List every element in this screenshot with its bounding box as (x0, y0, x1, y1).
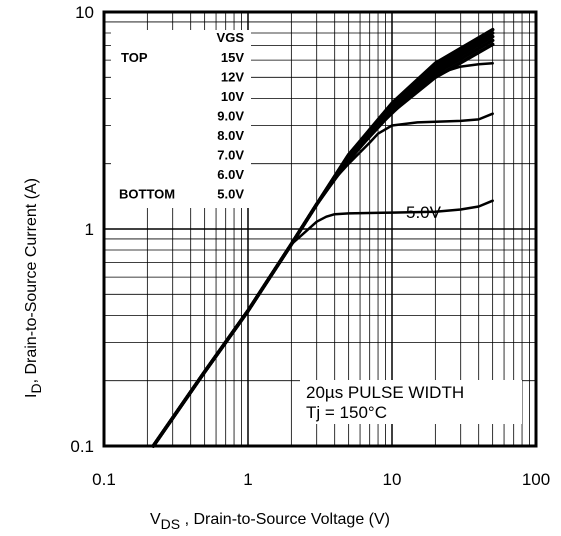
y-axis-label-subscript: D (28, 383, 44, 393)
legend-bottom-label: BOTTOM (119, 187, 175, 202)
y-tick-label: 1 (85, 220, 94, 239)
legend-entry: 7.0V (217, 148, 244, 163)
legend-entry: 5.0V (217, 187, 244, 202)
legend-entry: 10V (221, 89, 244, 104)
x-axis-label-rest: , Drain-to-Source Voltage (V) (180, 511, 390, 528)
x-axis-label-main: V (150, 511, 161, 528)
legend-entry: 9.0V (217, 109, 244, 124)
x-tick-label: 0.1 (92, 470, 116, 489)
y-tick-label: 0.1 (70, 437, 94, 456)
tick-labels: 0.1 1 10 100 0.1 1 10 (70, 3, 550, 489)
legend-top-label: TOP (121, 50, 148, 65)
y-axis-label: ID, Drain-to-Source Current (A) (23, 178, 44, 398)
x-tick-label: 100 (522, 470, 550, 489)
x-axis-label: VDS , Drain-to-Source Voltage (V) (150, 511, 390, 532)
x-axis-label-subscript: DS (161, 516, 180, 532)
curve-label-5v: 5.0V (406, 203, 442, 222)
legend-entry: 8.0V (217, 128, 244, 143)
legend-entry: 6.0V (217, 167, 244, 182)
legend-background (111, 30, 251, 208)
x-tick-label: 1 (243, 470, 252, 489)
curves (151, 27, 495, 448)
legend-header: VGS (217, 30, 245, 45)
y-axis-label-main: I (23, 394, 40, 398)
y-tick-label: 10 (75, 3, 94, 22)
legend-entry: 15V (221, 50, 244, 65)
annotation-temperature: Tj = 150°C (306, 403, 387, 422)
annotation-background (300, 380, 522, 424)
plot-frame (102, 10, 538, 448)
legend: VGS 15V TOP 12V 10V 9.0V 8.0V 7.0V 6.0V 5.0V BOTTO… (119, 30, 244, 202)
x-tick-label: 10 (383, 470, 402, 489)
y-axis-label-rest: , Drain-to-Source Current (A) (23, 178, 40, 383)
series-curve-8 (152, 199, 494, 448)
legend-entry: 12V (221, 70, 244, 85)
annotation-pulse-width: 20µs PULSE WIDTH (306, 383, 464, 402)
